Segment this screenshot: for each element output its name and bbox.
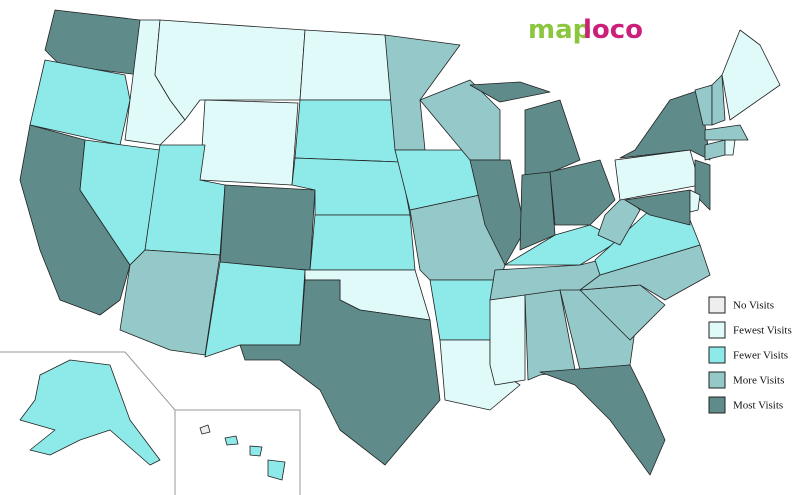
state bbox=[419, 79, 501, 161]
state bbox=[619, 89, 711, 161]
state bbox=[299, 29, 396, 101]
hawaii-inset-border bbox=[175, 409, 301, 495]
logo-map: map bbox=[528, 15, 591, 45]
state bbox=[267, 459, 286, 481]
legend-swatch bbox=[708, 396, 726, 414]
state bbox=[384, 34, 461, 151]
state bbox=[29, 59, 131, 146]
state bbox=[721, 29, 781, 121]
state bbox=[219, 184, 316, 271]
state bbox=[294, 99, 401, 163]
state bbox=[549, 159, 616, 226]
alaska-inset-border bbox=[0, 351, 176, 495]
legend-label: Fewest Visits bbox=[733, 325, 792, 337]
legend-swatch bbox=[708, 346, 726, 364]
state bbox=[199, 99, 299, 186]
state bbox=[119, 249, 221, 356]
state bbox=[624, 189, 691, 226]
state bbox=[539, 364, 666, 476]
state bbox=[711, 74, 726, 126]
states bbox=[19, 9, 781, 481]
state bbox=[309, 214, 416, 271]
legend-swatch bbox=[708, 321, 726, 339]
state bbox=[724, 139, 736, 156]
state bbox=[429, 279, 501, 341]
legend: No Visits Fewest Visits Fewer Visits More V… bbox=[708, 296, 792, 414]
state bbox=[469, 159, 526, 266]
legend-swatch bbox=[708, 371, 726, 389]
state bbox=[689, 189, 701, 213]
legend-label: Fewer Visits bbox=[733, 350, 788, 362]
state bbox=[524, 99, 581, 176]
state bbox=[594, 209, 701, 276]
state bbox=[19, 359, 161, 466]
state bbox=[239, 279, 441, 466]
legend-label: No Visits bbox=[733, 300, 774, 312]
state bbox=[489, 294, 526, 386]
legend-swatch bbox=[708, 296, 726, 314]
state bbox=[704, 124, 749, 141]
state bbox=[249, 445, 263, 457]
state bbox=[224, 435, 239, 446]
state bbox=[469, 81, 551, 103]
state bbox=[199, 424, 211, 435]
legend-label: More Visits bbox=[733, 375, 784, 387]
legend-label: Most Visits bbox=[733, 400, 783, 412]
state bbox=[204, 261, 306, 358]
logo-loco: loco bbox=[583, 15, 643, 45]
